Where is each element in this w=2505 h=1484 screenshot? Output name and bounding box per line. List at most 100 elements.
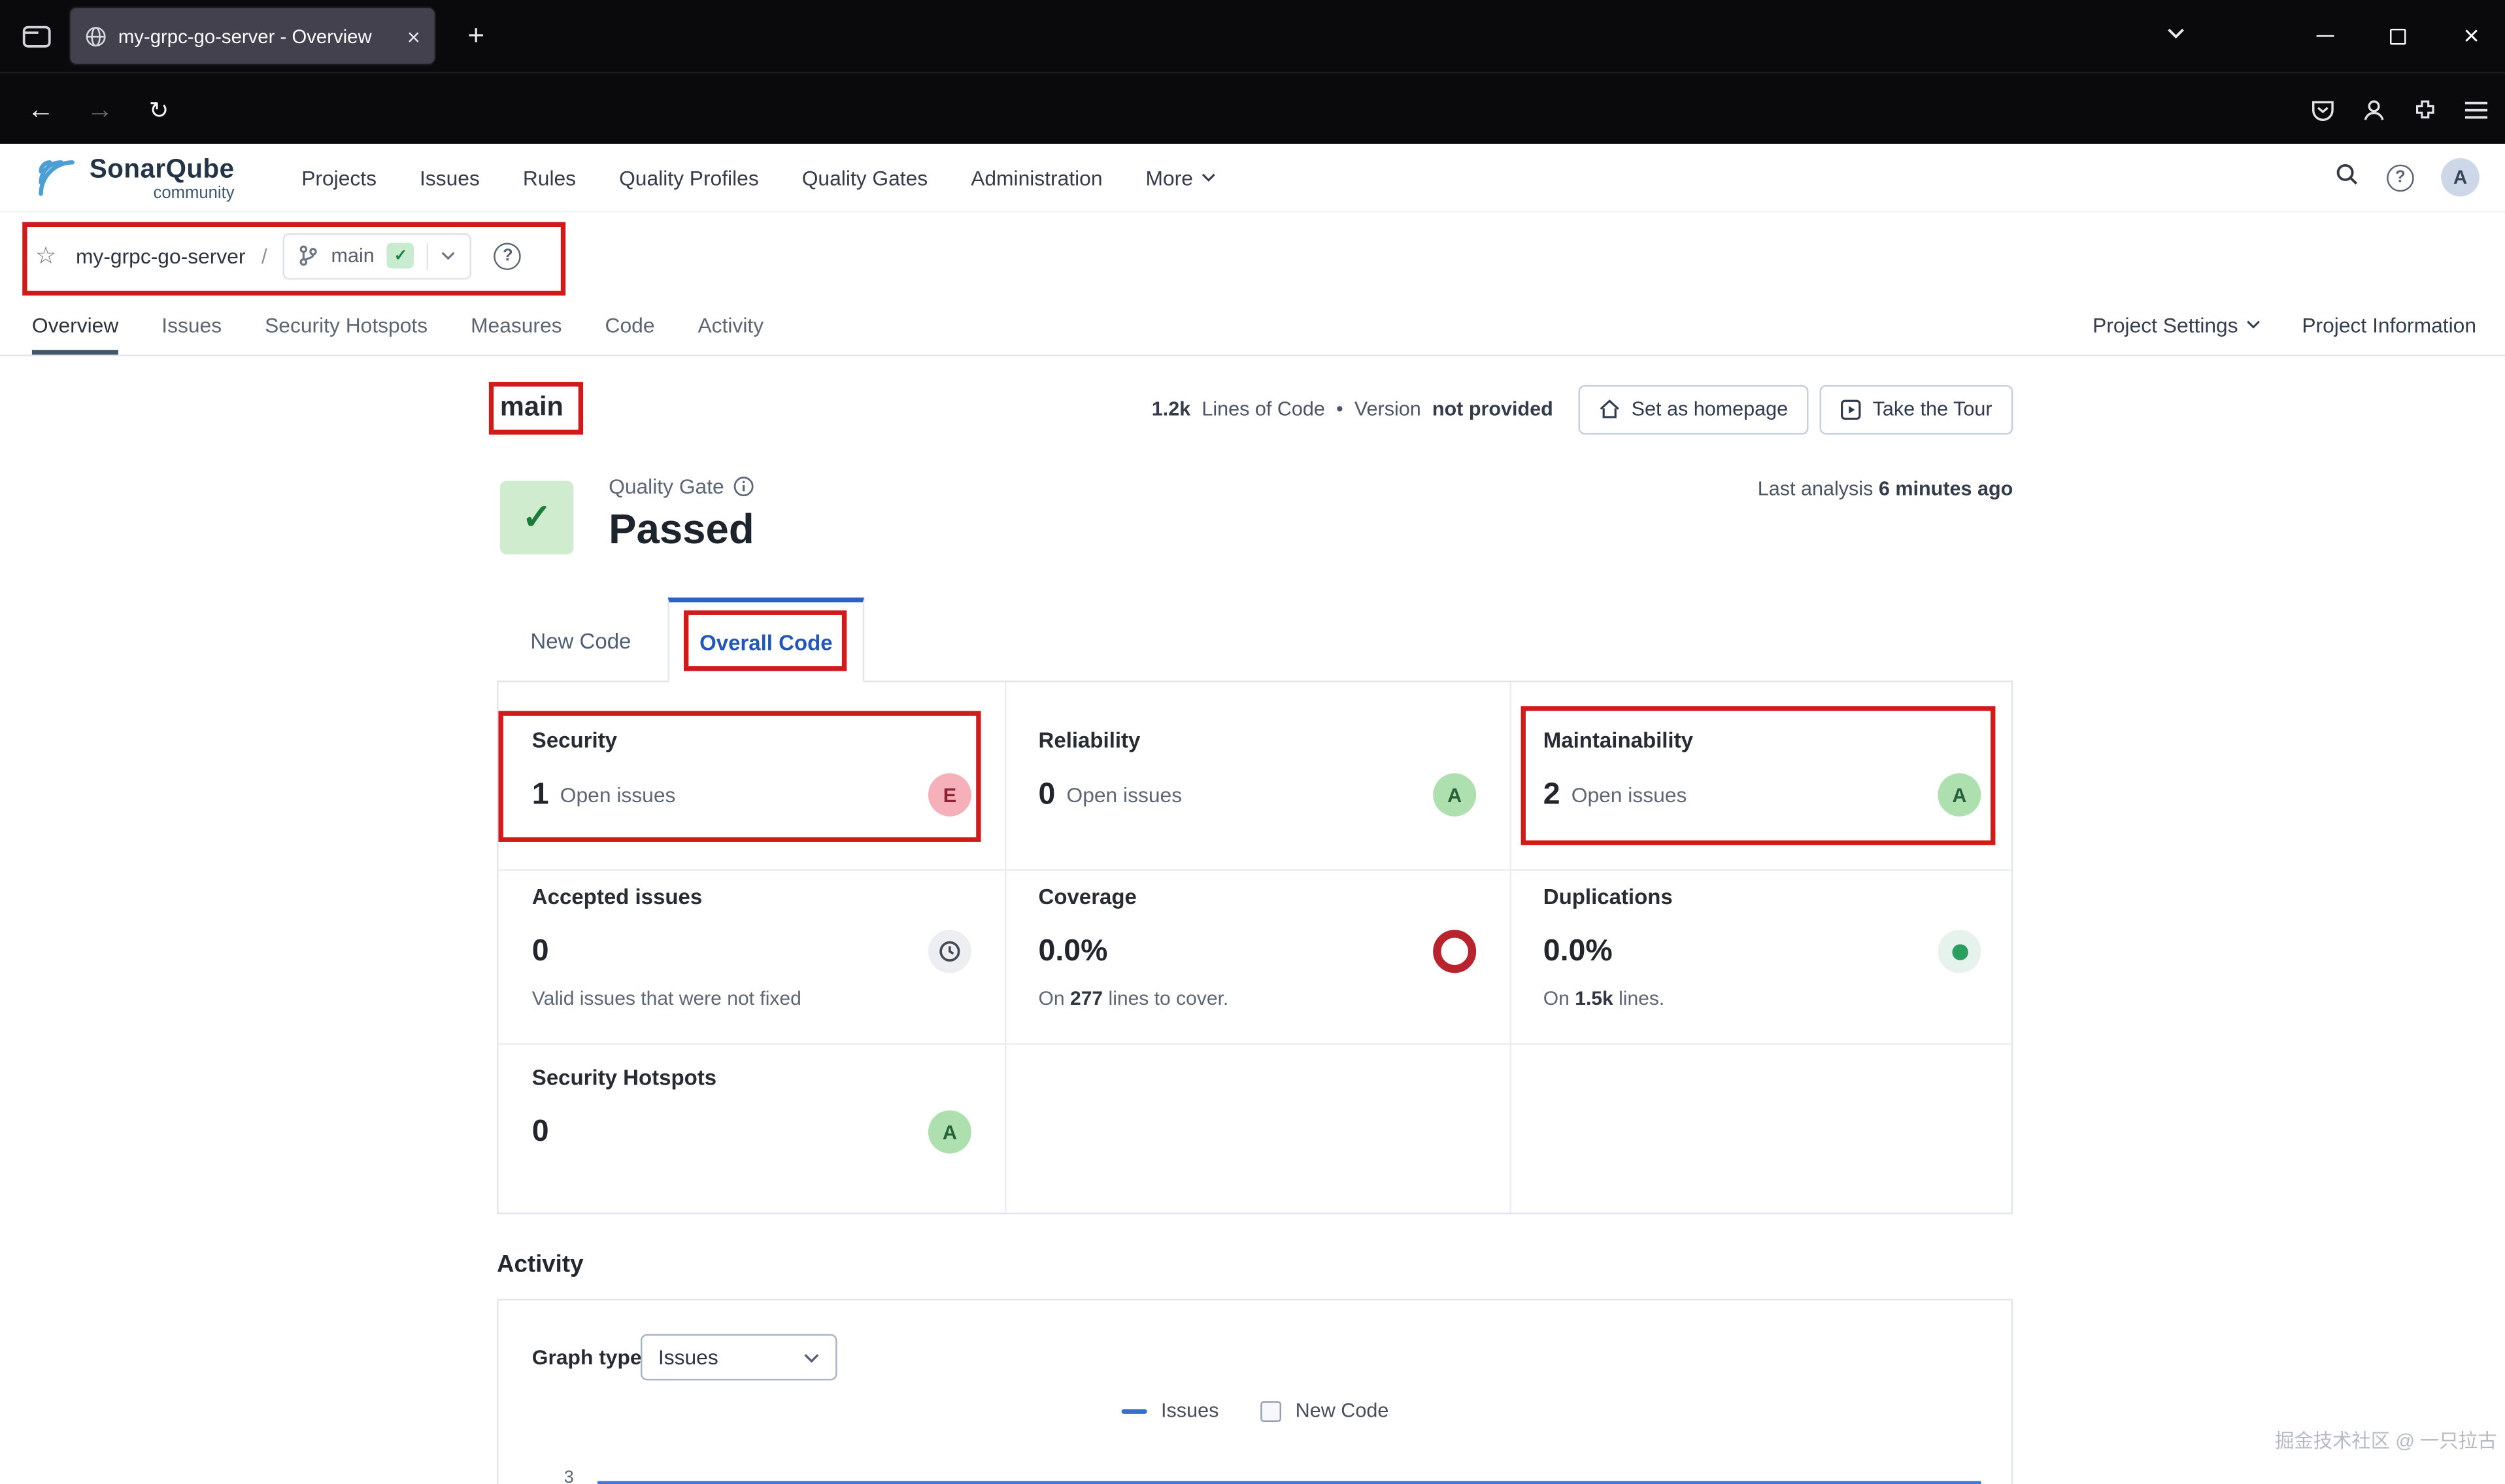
branch-icon bbox=[299, 245, 318, 267]
graph-type-label: Graph type bbox=[531, 1345, 642, 1370]
divider bbox=[427, 242, 429, 269]
firefox-view-icon bbox=[22, 25, 51, 48]
nav-more[interactable]: More bbox=[1145, 165, 1215, 190]
toolbar-icons bbox=[2310, 85, 2489, 135]
project-meta: 1.2k Lines of Code • Version not provide… bbox=[1152, 384, 2013, 435]
legend-new-code[interactable]: New Code bbox=[1260, 1400, 1388, 1422]
browser-tab[interactable]: my-grpc-go-server - Overview × bbox=[70, 8, 435, 64]
meta-dot: • bbox=[1336, 397, 1343, 420]
browser-tab-bar: my-grpc-go-server - Overview × + × bbox=[0, 0, 2505, 72]
firefox-view-button[interactable] bbox=[13, 13, 61, 61]
minimize-button[interactable] bbox=[2288, 0, 2361, 72]
divider bbox=[498, 869, 2011, 871]
logo-subtitle: community bbox=[153, 182, 235, 203]
main-nav: Projects Issues Rules Quality Profiles Q… bbox=[301, 165, 1215, 190]
account-icon[interactable] bbox=[2361, 97, 2387, 122]
chevron-down-icon[interactable] bbox=[441, 251, 456, 261]
chevron-down-icon bbox=[803, 1353, 819, 1362]
project-tabs-right: Project Settings Project Information bbox=[2093, 297, 2476, 352]
metric-coverage[interactable]: Coverage 0.0% On 277 lines to cover. bbox=[1039, 885, 1477, 1010]
search-icon[interactable] bbox=[2334, 161, 2360, 194]
nav-projects[interactable]: Projects bbox=[301, 165, 377, 190]
globe-icon bbox=[85, 25, 107, 47]
divider bbox=[498, 1043, 2011, 1045]
coverage-value: 0.0% bbox=[1038, 934, 1108, 968]
branch-quality-gate-badge: ✓ bbox=[387, 243, 414, 269]
new-code-checkbox[interactable] bbox=[1260, 1400, 1281, 1421]
logo-title: SonarQube bbox=[89, 155, 235, 184]
chevron-down-icon bbox=[2246, 320, 2260, 329]
metric-duplications[interactable]: Duplications 0.0% On 1.5k lines. bbox=[1543, 885, 1981, 1010]
minimize-icon bbox=[2315, 35, 2334, 37]
security-hotspots-count: 0 bbox=[531, 1114, 549, 1148]
version-label: Version bbox=[1354, 397, 1421, 420]
restore-button[interactable] bbox=[2361, 0, 2434, 72]
metric-reliability[interactable]: Reliability 0 Open issues A bbox=[1039, 728, 1477, 817]
tab-title: my-grpc-go-server - Overview bbox=[118, 24, 372, 48]
project-settings-menu[interactable]: Project Settings bbox=[2093, 312, 2261, 336]
branch-selector[interactable]: main ✓ bbox=[283, 232, 472, 279]
coverage-desc: On 277 lines to cover. bbox=[1038, 987, 1229, 1010]
restore-icon bbox=[2390, 27, 2406, 44]
graph-type-select[interactable]: Issues bbox=[640, 1334, 837, 1381]
set-homepage-button[interactable]: Set as homepage bbox=[1578, 384, 1809, 434]
project-information-link[interactable]: Project Information bbox=[2302, 312, 2477, 337]
duplications-value: 0.0% bbox=[1543, 934, 1613, 968]
tab-overview[interactable]: Overview bbox=[31, 297, 119, 355]
branch-help-icon[interactable]: ? bbox=[494, 242, 522, 269]
divider bbox=[1509, 682, 1511, 1213]
maintainability-rating-badge: A bbox=[1938, 773, 1981, 817]
graph-type-value: Issues bbox=[658, 1345, 718, 1370]
tab-overall-code[interactable]: Overall Code bbox=[667, 598, 865, 683]
help-icon[interactable]: ? bbox=[2387, 163, 2414, 192]
duplications-desc: On 1.5k lines. bbox=[1543, 987, 1665, 1010]
back-button[interactable]: ← bbox=[27, 93, 55, 124]
chevron-down-icon bbox=[1202, 173, 1215, 182]
forward-button[interactable]: → bbox=[86, 93, 114, 124]
extensions-icon[interactable] bbox=[2412, 97, 2438, 122]
nav-administration[interactable]: Administration bbox=[971, 165, 1103, 190]
tab-code[interactable]: Code bbox=[605, 313, 655, 337]
tab-activity[interactable]: Activity bbox=[698, 313, 764, 337]
version-value: not provided bbox=[1432, 397, 1553, 420]
activity-heading: Activity bbox=[497, 1251, 584, 1279]
nav-issues[interactable]: Issues bbox=[420, 165, 480, 190]
avatar[interactable]: A bbox=[2441, 158, 2480, 197]
take-tour-button[interactable]: Take the Tour bbox=[1819, 384, 2013, 434]
tab-issues[interactable]: Issues bbox=[161, 313, 222, 337]
security-rating-badge: E bbox=[928, 773, 971, 817]
tab-security-hotspots[interactable]: Security Hotspots bbox=[265, 313, 428, 337]
tab-close-button[interactable]: × bbox=[407, 23, 420, 49]
metric-accepted-issues[interactable]: Accepted issues 0 Valid issues that were… bbox=[532, 885, 971, 1010]
chart-legend: Issues New Code bbox=[498, 1400, 2011, 1422]
reliability-rating-badge: A bbox=[1433, 773, 1477, 817]
reload-button[interactable]: ↻ bbox=[148, 96, 169, 124]
nav-rules[interactable]: Rules bbox=[522, 165, 577, 190]
info-icon[interactable] bbox=[733, 476, 754, 497]
duplications-icon bbox=[1938, 930, 1981, 973]
breadcrumb-project-name[interactable]: my-grpc-go-server bbox=[75, 243, 246, 268]
tab-new-code[interactable]: New Code bbox=[530, 629, 631, 654]
metric-security[interactable]: Security 1 Open issues E bbox=[531, 728, 971, 817]
window-close-button[interactable]: × bbox=[2463, 20, 2480, 50]
coverage-ring-icon bbox=[1433, 930, 1477, 973]
issues-line-swatch bbox=[1120, 1408, 1147, 1413]
project-tabs: Overview Issues Security Hotspots Measur… bbox=[0, 297, 2505, 356]
watermark: 掘金技术社区 @ 一只拉古 bbox=[2275, 1430, 2497, 1453]
security-open-issues-count: 1 bbox=[531, 777, 549, 811]
menu-icon[interactable] bbox=[2463, 98, 2489, 120]
sonarqube-logo-icon bbox=[39, 160, 75, 196]
metric-maintainability[interactable]: Maintainability 2 Open issues A bbox=[1543, 728, 1981, 817]
tab-measures[interactable]: Measures bbox=[471, 313, 562, 337]
quality-gate-label-row: Quality Gate bbox=[609, 475, 754, 498]
favorite-star-icon[interactable]: ☆ bbox=[35, 242, 57, 269]
list-tabs-chevron-icon[interactable] bbox=[2166, 19, 2185, 48]
browser-toolbar: ← → ↻ integral-honestly-bulldog.ngrok-fr… bbox=[0, 71, 2505, 208]
nav-quality-profiles[interactable]: Quality Profiles bbox=[619, 165, 759, 190]
new-tab-button[interactable]: + bbox=[467, 18, 485, 50]
sonarqube-logo[interactable]: SonarQube community bbox=[32, 154, 235, 201]
pocket-icon[interactable] bbox=[2310, 97, 2336, 122]
nav-quality-gates[interactable]: Quality Gates bbox=[801, 165, 928, 190]
metric-security-hotspots[interactable]: Security Hotspots 0 A bbox=[531, 1066, 971, 1154]
